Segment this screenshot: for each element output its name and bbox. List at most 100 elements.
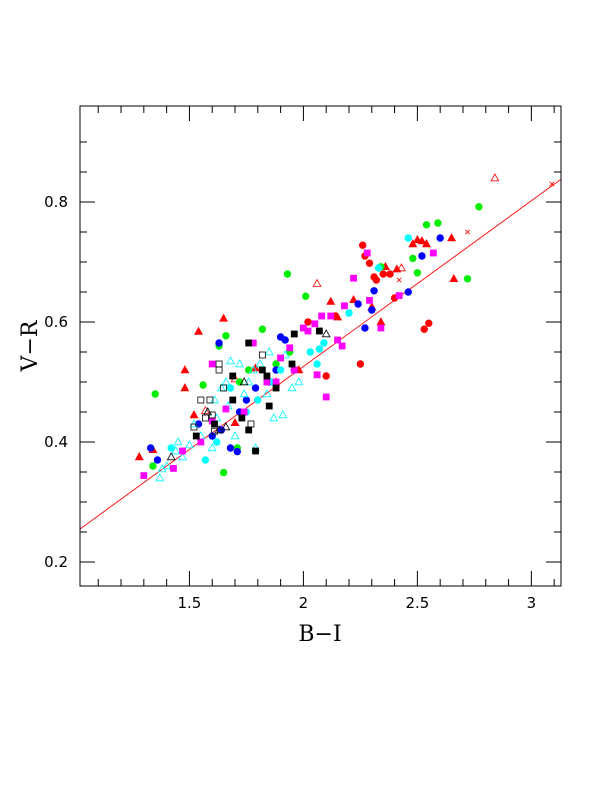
y-axis-label: V−R [18, 319, 43, 372]
x-tick-label: 1.5 [177, 594, 201, 612]
data-point [206, 396, 214, 404]
data-point [230, 417, 240, 427]
data-point [200, 405, 210, 415]
data-point [203, 407, 213, 416]
data-point [207, 443, 217, 452]
data-point [221, 377, 231, 386]
data-point [258, 366, 266, 374]
data-point [239, 377, 249, 386]
data-point [283, 270, 292, 278]
data-point [322, 372, 330, 380]
data-point [219, 313, 229, 322]
data-point [315, 327, 323, 335]
data-point [229, 396, 237, 404]
data-point [376, 317, 386, 326]
data-point [349, 294, 359, 304]
data-point [312, 278, 322, 287]
data-point [247, 420, 255, 428]
data-point [263, 378, 271, 386]
data-point [214, 425, 224, 434]
data-point [304, 327, 312, 335]
data-point [173, 437, 183, 446]
data-point [225, 356, 235, 365]
x-tick-label: 2 [299, 594, 309, 612]
data-point [254, 396, 262, 404]
data-point [213, 438, 221, 446]
data-point [374, 264, 383, 272]
data-point [368, 306, 376, 314]
data-point [341, 302, 348, 310]
data-point [290, 366, 298, 374]
y-tick-label: 0.8 [44, 193, 68, 211]
data-point [180, 365, 190, 374]
data-point [370, 287, 378, 295]
data-point [417, 236, 427, 245]
data-point [240, 408, 248, 416]
data-point [311, 320, 319, 328]
data-point [201, 414, 209, 422]
data-point [258, 351, 266, 359]
data-point [333, 312, 343, 321]
data-point [140, 472, 148, 480]
y-tick-label: 0.4 [44, 433, 68, 451]
data-point [418, 252, 426, 260]
data-point [322, 393, 330, 401]
data-point [184, 440, 194, 449]
data-point [235, 359, 245, 368]
data-point [222, 332, 230, 340]
data-point [447, 233, 457, 242]
data-point [199, 381, 207, 389]
y-tick-label: 0.6 [44, 313, 68, 331]
axis-ticks [80, 106, 561, 586]
data-point [396, 263, 406, 272]
data-point [201, 456, 210, 464]
data-point [365, 259, 374, 267]
data-point [412, 234, 422, 244]
data-point [265, 402, 273, 410]
data-point [429, 249, 437, 257]
data-point [208, 360, 216, 368]
data-point [245, 339, 253, 347]
data-point [153, 456, 162, 464]
data-point [377, 324, 385, 332]
data-point [248, 365, 258, 374]
data-point [221, 422, 231, 431]
x-tick-label: 2.5 [405, 594, 429, 612]
data-point [345, 309, 353, 317]
data-point [425, 319, 433, 327]
data-point [315, 345, 324, 353]
data-point [134, 452, 144, 461]
data-point [436, 234, 444, 242]
data-point [354, 300, 362, 308]
data-point [151, 390, 159, 398]
data-point [171, 446, 181, 455]
data-point [277, 354, 285, 362]
data-point [162, 461, 172, 470]
data-point [262, 389, 272, 398]
data-point [287, 383, 297, 392]
data-point [290, 330, 298, 338]
data-point [350, 274, 357, 282]
data-point [226, 384, 235, 392]
data-point [155, 473, 165, 482]
data-point [272, 378, 280, 386]
data-point [313, 360, 321, 368]
data-point [238, 414, 246, 422]
data-point [281, 336, 289, 344]
data-point [326, 296, 336, 305]
data-point [211, 420, 218, 428]
data-point [301, 292, 310, 300]
data-point [215, 360, 223, 368]
data-point [263, 372, 271, 380]
data-point [288, 360, 296, 368]
data-point [386, 270, 394, 278]
data-point [379, 270, 387, 278]
data-point [404, 234, 412, 242]
data-point [449, 273, 459, 283]
data-point [269, 413, 279, 422]
data-point [192, 432, 200, 440]
data-point [422, 239, 431, 248]
data-point [219, 468, 228, 477]
data-point [280, 350, 290, 359]
data-point [178, 452, 188, 461]
